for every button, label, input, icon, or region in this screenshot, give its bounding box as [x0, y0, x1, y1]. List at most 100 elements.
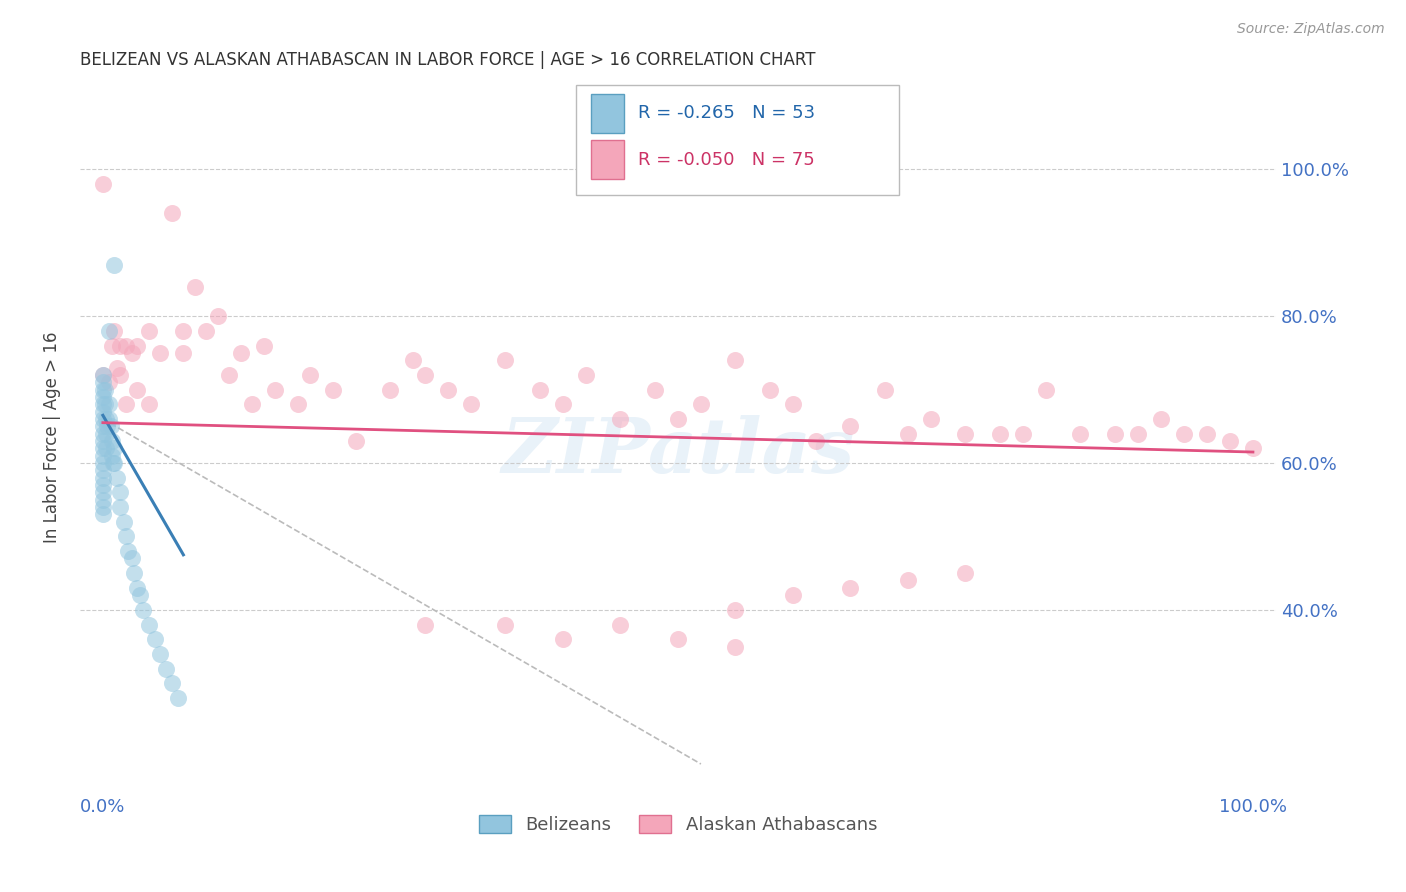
Point [91, 508, 114, 522]
Point [115, 338, 138, 352]
Point [160, 206, 183, 220]
Point [115, 529, 138, 543]
Point [105, 471, 128, 485]
Point [724, 640, 747, 654]
Point [127, 338, 149, 352]
Point [94, 383, 117, 397]
Point [100, 419, 122, 434]
Point [91, 492, 114, 507]
Point [1069, 426, 1091, 441]
Point [108, 338, 131, 352]
Point [287, 397, 309, 411]
Point [91, 390, 114, 404]
Point [264, 383, 287, 397]
Point [112, 515, 135, 529]
Point [242, 397, 264, 411]
Point [128, 588, 150, 602]
Point [839, 581, 862, 595]
Point [437, 383, 460, 397]
Point [166, 690, 188, 705]
Point [97, 397, 120, 411]
Point [91, 397, 114, 411]
Point [666, 412, 689, 426]
Point [724, 603, 747, 617]
Point [609, 412, 631, 426]
Point [97, 376, 120, 390]
Point [91, 376, 114, 390]
Point [101, 449, 124, 463]
Point [108, 485, 131, 500]
Point [91, 442, 114, 456]
Point [322, 383, 344, 397]
Point [1104, 426, 1126, 441]
Point [839, 419, 862, 434]
Point [91, 419, 114, 434]
Point [96, 442, 118, 456]
Point [551, 632, 574, 647]
Point [184, 280, 207, 294]
Point [91, 500, 114, 514]
Point [172, 324, 194, 338]
Point [127, 581, 149, 595]
Point [575, 368, 598, 382]
Point [172, 346, 194, 360]
Point [103, 258, 125, 272]
Point [96, 412, 118, 426]
Point [955, 426, 977, 441]
Point [551, 397, 574, 411]
Point [897, 426, 920, 441]
Point [101, 434, 124, 448]
Point [91, 471, 114, 485]
Point [1035, 383, 1057, 397]
Point [690, 397, 713, 411]
Point [873, 383, 896, 397]
Point [413, 368, 436, 382]
Point [494, 353, 516, 368]
Point [380, 383, 402, 397]
Text: ZIPatlas: ZIPatlas [502, 415, 855, 489]
Point [91, 426, 114, 441]
Point [1195, 426, 1218, 441]
Point [96, 419, 118, 434]
Point [103, 442, 125, 456]
Point [108, 500, 131, 514]
Point [782, 397, 804, 411]
Point [160, 676, 183, 690]
Point [724, 353, 747, 368]
Point [804, 434, 827, 448]
Legend: Belizeans, Alaskan Athabascans: Belizeans, Alaskan Athabascans [478, 814, 877, 834]
Point [122, 566, 145, 581]
Point [94, 397, 117, 411]
Point [218, 368, 240, 382]
Point [91, 449, 114, 463]
Bar [591, 94, 624, 133]
Point [920, 412, 942, 426]
Point [91, 485, 114, 500]
Point [155, 662, 177, 676]
Point [91, 478, 114, 492]
Point [138, 617, 160, 632]
Point [298, 368, 321, 382]
Point [229, 346, 252, 360]
Point [666, 632, 689, 647]
Y-axis label: In Labor Force | Age > 16: In Labor Force | Age > 16 [44, 332, 60, 543]
Point [460, 397, 482, 411]
Point [91, 368, 114, 382]
Point [91, 177, 114, 191]
Point [149, 346, 172, 360]
Point [494, 617, 516, 632]
Point [344, 434, 367, 448]
Point [207, 310, 229, 324]
Point [91, 412, 114, 426]
Text: BELIZEAN VS ALASKAN ATHABASCAN IN LABOR FORCE | AGE > 16 CORRELATION CHART: BELIZEAN VS ALASKAN ATHABASCAN IN LABOR … [80, 51, 815, 69]
Text: R = -0.265   N = 53: R = -0.265 N = 53 [638, 104, 815, 122]
Point [1012, 426, 1035, 441]
Point [103, 456, 125, 470]
Point [91, 434, 114, 448]
Point [1241, 442, 1264, 456]
Point [91, 404, 114, 418]
Point [138, 397, 160, 411]
Point [1219, 434, 1241, 448]
FancyBboxPatch shape [576, 85, 900, 195]
Point [138, 324, 160, 338]
